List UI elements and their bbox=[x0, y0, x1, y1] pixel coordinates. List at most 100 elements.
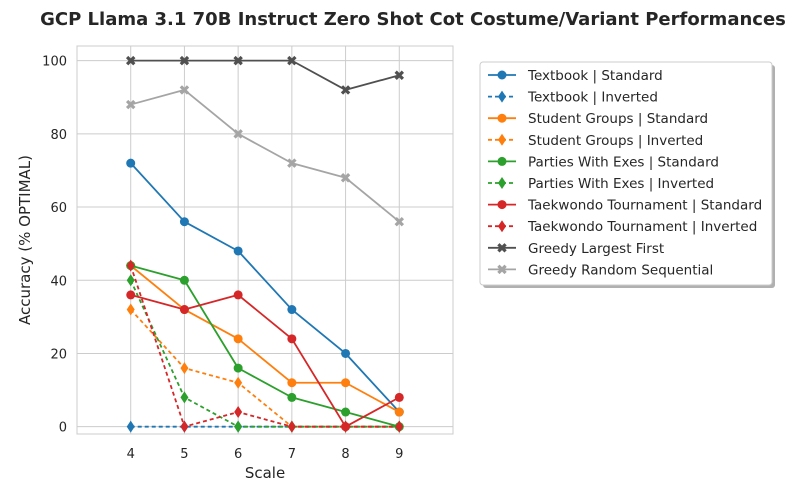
data-point bbox=[180, 362, 189, 375]
legend-marker bbox=[498, 133, 506, 146]
data-point bbox=[180, 391, 189, 404]
legend-marker bbox=[497, 70, 507, 80]
legend-label: Greedy Largest First bbox=[528, 241, 664, 257]
legend-item: Textbook | Inverted bbox=[488, 90, 658, 106]
legend-item: Taekwondo Tournament | Standard bbox=[488, 198, 762, 214]
legend-marker bbox=[497, 156, 507, 166]
legend-label: Taekwondo Tournament | Inverted bbox=[527, 219, 757, 235]
x-tick-label: 6 bbox=[234, 447, 242, 462]
data-point bbox=[340, 173, 351, 183]
data-point bbox=[233, 246, 243, 256]
legend-item: Greedy Largest First bbox=[488, 241, 664, 257]
legend-label: Parties With Exes | Inverted bbox=[528, 176, 714, 192]
data-point bbox=[287, 55, 297, 66]
data-point bbox=[234, 420, 243, 433]
legend-marker bbox=[498, 90, 506, 103]
data-point bbox=[233, 290, 243, 300]
series-line bbox=[129, 279, 400, 428]
plot-frame bbox=[76, 45, 454, 435]
legend-marker bbox=[498, 177, 506, 189]
chart-title: GCP Llama 3.1 70B Instruct Zero Shot Cot… bbox=[40, 9, 786, 30]
x-tick-label: 9 bbox=[395, 447, 403, 462]
series-line bbox=[130, 162, 400, 413]
series-line bbox=[130, 89, 400, 223]
x-axis-label: Scale bbox=[245, 464, 285, 482]
data-point bbox=[340, 85, 351, 95]
data-point bbox=[179, 217, 189, 227]
data-point bbox=[341, 348, 351, 358]
legend-label: Taekwondo Tournament | Standard bbox=[527, 198, 762, 214]
data-point bbox=[125, 99, 136, 110]
data-point bbox=[233, 334, 243, 344]
data-point bbox=[287, 305, 297, 315]
x-tick-label: 5 bbox=[180, 447, 188, 462]
data-point bbox=[179, 55, 190, 66]
data-point bbox=[126, 274, 135, 287]
x-tick-label: 4 bbox=[127, 447, 135, 462]
data-point bbox=[125, 55, 136, 66]
data-point bbox=[287, 378, 297, 388]
legend-marker bbox=[497, 264, 507, 275]
series-lines bbox=[125, 55, 405, 433]
data-point bbox=[341, 407, 351, 417]
legend-label: Textbook | Standard bbox=[527, 68, 663, 84]
data-point bbox=[126, 158, 136, 168]
x-tick-label: 8 bbox=[341, 447, 349, 462]
legend-label: Parties With Exes | Standard bbox=[528, 154, 719, 170]
legend-entries: Textbook | Standard Textbook | Inverted St… bbox=[488, 68, 762, 278]
series-9 bbox=[125, 85, 405, 227]
data-point bbox=[233, 129, 243, 139]
tick-labels: 4 5 6 7 8 9 0 20 40 60 80 100 bbox=[42, 55, 403, 462]
series-8 bbox=[125, 55, 405, 95]
data-point bbox=[234, 406, 243, 419]
series-7 bbox=[126, 259, 404, 433]
legend-label: Greedy Random Sequential bbox=[528, 262, 713, 278]
series-line bbox=[130, 264, 400, 413]
legend-marker bbox=[497, 113, 507, 123]
y-tick-label: 80 bbox=[50, 128, 67, 143]
y-tick-label: 20 bbox=[50, 347, 67, 362]
data-point bbox=[395, 420, 404, 433]
data-point bbox=[179, 85, 190, 95]
series-line bbox=[129, 265, 400, 428]
legend-item: Student Groups | Standard bbox=[488, 111, 708, 127]
legend-item: Student Groups | Inverted bbox=[488, 133, 703, 149]
data-point bbox=[234, 376, 243, 389]
data-point bbox=[394, 216, 405, 227]
data-point bbox=[341, 420, 350, 433]
data-point bbox=[179, 275, 189, 285]
plot-area: 4 5 6 7 8 9 0 20 40 60 80 100 bbox=[42, 45, 454, 462]
data-point bbox=[179, 305, 189, 315]
data-point bbox=[287, 334, 297, 344]
data-point bbox=[394, 70, 405, 81]
data-point bbox=[287, 420, 296, 433]
x-tick-label: 7 bbox=[288, 447, 296, 462]
data-point bbox=[341, 378, 351, 388]
series-line bbox=[130, 294, 400, 428]
series-line bbox=[130, 264, 400, 428]
legend-label: Student Groups | Inverted bbox=[528, 133, 703, 149]
data-point bbox=[126, 420, 135, 433]
legend: Textbook | Standard Textbook | Inverted St… bbox=[479, 61, 775, 288]
y-tick-label: 0 bbox=[59, 421, 67, 436]
data-point bbox=[126, 303, 135, 316]
legend-item: Parties With Exes | Inverted bbox=[488, 176, 714, 192]
data-point bbox=[126, 259, 135, 272]
y-axis-label: Accuracy (% OPTIMAL) bbox=[16, 155, 34, 325]
legend-item: Taekwondo Tournament | Inverted bbox=[488, 219, 757, 235]
legend-label: Student Groups | Standard bbox=[528, 111, 708, 127]
data-point bbox=[394, 392, 404, 402]
legend-item: Textbook | Standard bbox=[488, 68, 663, 84]
legend-item: Parties With Exes | Standard bbox=[488, 154, 719, 170]
legend-marker bbox=[498, 220, 506, 233]
data-point bbox=[287, 392, 297, 402]
legend-item: Greedy Random Sequential bbox=[488, 262, 713, 278]
y-tick-label: 100 bbox=[42, 55, 67, 70]
data-point bbox=[287, 158, 297, 168]
data-point bbox=[126, 290, 136, 300]
data-point bbox=[394, 407, 404, 417]
data-point bbox=[180, 420, 189, 433]
data-point bbox=[233, 55, 243, 66]
legend-marker bbox=[497, 200, 507, 210]
